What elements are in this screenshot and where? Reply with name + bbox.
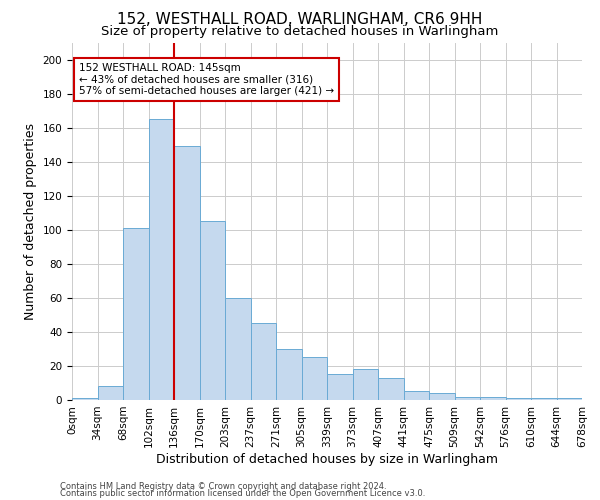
Bar [225, 298, 251, 400]
Text: Size of property relative to detached houses in Warlingham: Size of property relative to detached ho… [101, 25, 499, 38]
Bar [557, 398, 582, 400]
Bar [480, 396, 505, 400]
Bar [149, 119, 174, 400]
Bar [353, 370, 378, 400]
Bar [72, 398, 97, 400]
Text: Contains HM Land Registry data © Crown copyright and database right 2024.: Contains HM Land Registry data © Crown c… [60, 482, 386, 491]
Bar [276, 349, 302, 400]
Bar [302, 358, 327, 400]
Bar [199, 221, 225, 400]
Bar [378, 378, 404, 400]
Text: 152, WESTHALL ROAD, WARLINGHAM, CR6 9HH: 152, WESTHALL ROAD, WARLINGHAM, CR6 9HH [118, 12, 482, 28]
Bar [531, 398, 557, 400]
Bar [455, 396, 480, 400]
Text: 152 WESTHALL ROAD: 145sqm
← 43% of detached houses are smaller (316)
57% of semi: 152 WESTHALL ROAD: 145sqm ← 43% of detac… [79, 63, 334, 96]
Bar [174, 146, 199, 400]
Y-axis label: Number of detached properties: Number of detached properties [24, 122, 37, 320]
Text: Contains public sector information licensed under the Open Government Licence v3: Contains public sector information licen… [60, 489, 425, 498]
Bar [97, 386, 123, 400]
Bar [251, 324, 276, 400]
Bar [123, 228, 149, 400]
Bar [505, 398, 531, 400]
Bar [429, 393, 455, 400]
Bar [327, 374, 353, 400]
X-axis label: Distribution of detached houses by size in Warlingham: Distribution of detached houses by size … [156, 452, 498, 466]
Bar [404, 392, 429, 400]
